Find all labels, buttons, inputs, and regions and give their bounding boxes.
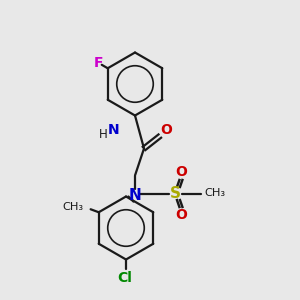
Text: O: O [176,165,188,179]
Text: S: S [170,186,181,201]
Text: N: N [108,124,120,137]
Text: CH₃: CH₃ [204,188,225,199]
Text: O: O [176,208,188,222]
Text: O: O [160,124,172,137]
Text: CH₃: CH₃ [63,202,84,212]
Text: Cl: Cl [117,271,132,285]
Text: F: F [94,56,104,70]
Text: N: N [129,188,141,202]
Text: H: H [99,128,108,142]
